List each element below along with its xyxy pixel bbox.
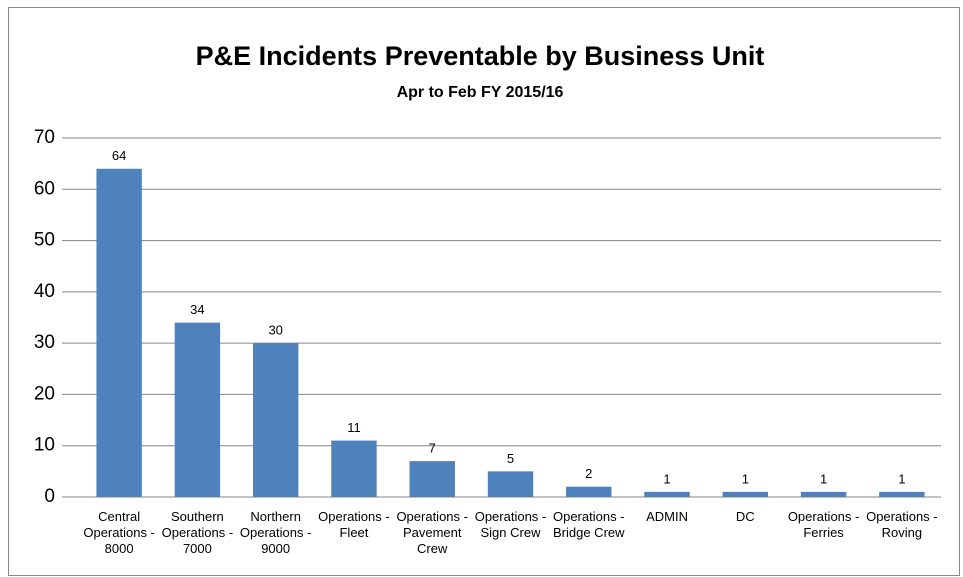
- x-tick-label: Operations - Ferries: [787, 509, 860, 540]
- data-label: 64: [112, 148, 126, 163]
- x-tick-label: Operations - Pavement Crew: [396, 509, 468, 556]
- y-tick-label: 60: [34, 178, 55, 199]
- data-label: 34: [190, 302, 204, 317]
- y-tick-label: 50: [34, 230, 55, 251]
- bar: [800, 491, 847, 497]
- bar: [409, 461, 455, 497]
- x-tick-label: Operations - Sign Crew: [474, 509, 547, 540]
- bar: [566, 486, 612, 497]
- y-tick-label: 40: [34, 281, 55, 302]
- x-tick-label: ADMIN: [646, 509, 688, 524]
- x-tick-label: Southern Operations - 7000: [161, 509, 234, 556]
- bar: [96, 168, 142, 497]
- bar: [722, 491, 769, 497]
- data-label: 7: [429, 441, 436, 456]
- data-label: 1: [742, 471, 749, 486]
- bar: [487, 471, 534, 497]
- bar: [644, 491, 690, 497]
- bar: [879, 491, 925, 497]
- data-label: 11: [347, 420, 361, 435]
- data-label: 5: [507, 451, 514, 466]
- bar: [252, 343, 299, 497]
- y-tick-label: 0: [44, 486, 55, 507]
- y-tick-label: 70: [34, 127, 55, 148]
- x-tick-label: Central Operations - 8000: [83, 509, 155, 556]
- y-tick-label: 20: [34, 383, 55, 404]
- data-label: 30: [268, 323, 282, 338]
- x-tick-label: Operations - Roving: [866, 509, 938, 540]
- chart-subtitle: Apr to Feb FY 2015/16: [397, 84, 564, 101]
- chart-title: P&E Incidents Preventable by Business Un…: [196, 41, 765, 71]
- x-tick-label: Northern Operations - 9000: [239, 509, 312, 556]
- x-tick-label: Operations - Bridge Crew: [552, 509, 625, 540]
- y-tick-label: 30: [34, 332, 55, 353]
- y-tick-label: 10: [34, 435, 55, 456]
- data-label: 1: [663, 471, 670, 486]
- data-label: 1: [898, 471, 905, 486]
- x-tick-label: DC: [735, 509, 755, 524]
- bar: [331, 440, 377, 497]
- data-label: 2: [585, 466, 592, 481]
- bar: [174, 322, 221, 497]
- x-tick-label: Operations - Fleet: [318, 509, 390, 540]
- data-label: 1: [820, 471, 827, 486]
